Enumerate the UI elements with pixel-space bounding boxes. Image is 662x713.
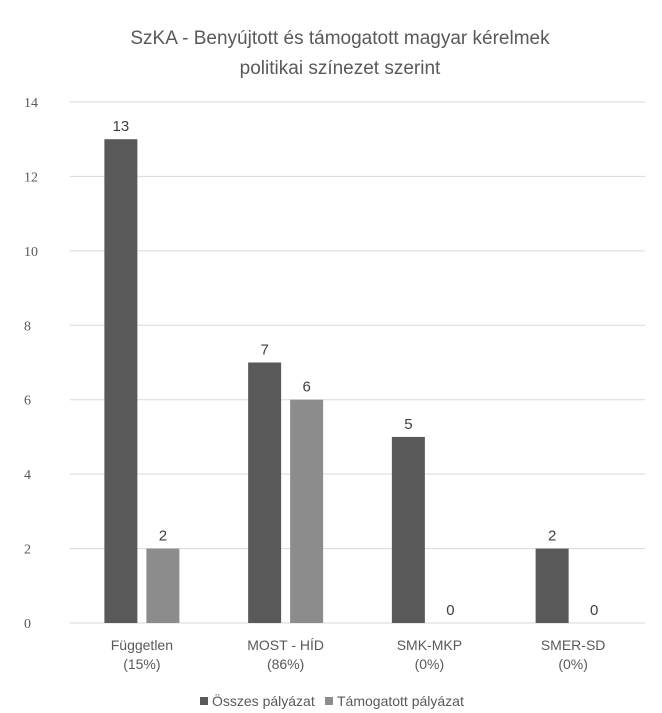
chart-title-line-1: SzKA - Benyújtott és támogatott magyar k… <box>130 28 550 49</box>
bars <box>104 139 569 623</box>
bar <box>104 139 138 623</box>
legend-label: Támogatott pályázat <box>337 693 464 709</box>
gridlines <box>70 101 645 624</box>
y-tick-label: 10 <box>24 245 38 260</box>
data-label: 2 <box>159 528 167 545</box>
x-category-label: SMER-SD <box>541 637 606 653</box>
y-tick-label: 8 <box>24 319 31 334</box>
data-labels: 13 7 5 2 2 6 0 0 <box>113 118 599 619</box>
data-label: 7 <box>260 342 268 359</box>
x-axis-categories: Független (15%) MOST - HÍD (86%) SMK-MKP (0%)… <box>111 637 606 672</box>
bar <box>146 548 180 623</box>
data-label: 6 <box>302 379 310 396</box>
x-category-label: (0%) <box>558 656 588 672</box>
x-category-label: MOST - HÍD <box>247 637 324 653</box>
x-category-label: SMK-MKP <box>397 637 462 653</box>
y-tick-label: 12 <box>24 170 38 185</box>
data-label: 0 <box>446 602 454 619</box>
data-label: 0 <box>590 602 598 619</box>
y-tick-label: 4 <box>24 468 31 483</box>
bar <box>248 362 282 623</box>
y-tick-label: 14 <box>24 96 38 111</box>
y-tick-label: 2 <box>24 543 31 558</box>
legend-swatch <box>325 697 333 705</box>
x-category-label: Független <box>111 637 173 653</box>
bar <box>535 548 569 623</box>
x-category-label: (15%) <box>123 656 160 672</box>
legend-label: Összes pályázat <box>212 692 315 709</box>
y-tick-label: 0 <box>24 617 31 632</box>
x-category-label: (86%) <box>267 656 304 672</box>
data-label: 2 <box>548 528 556 545</box>
bar <box>290 399 324 623</box>
chart-title-line-2: politikai színezet szerint <box>240 58 441 79</box>
bar <box>391 436 425 623</box>
data-label: 5 <box>404 416 412 433</box>
legend-swatch <box>200 697 208 705</box>
x-category-label: (0%) <box>415 656 445 672</box>
y-tick-label: 6 <box>24 394 31 409</box>
data-label: 13 <box>113 118 130 135</box>
legend: Összes pályázat Támogatott pályázat <box>200 692 464 709</box>
y-axis-ticks: 0 2 4 6 8 10 12 14 <box>24 96 38 632</box>
